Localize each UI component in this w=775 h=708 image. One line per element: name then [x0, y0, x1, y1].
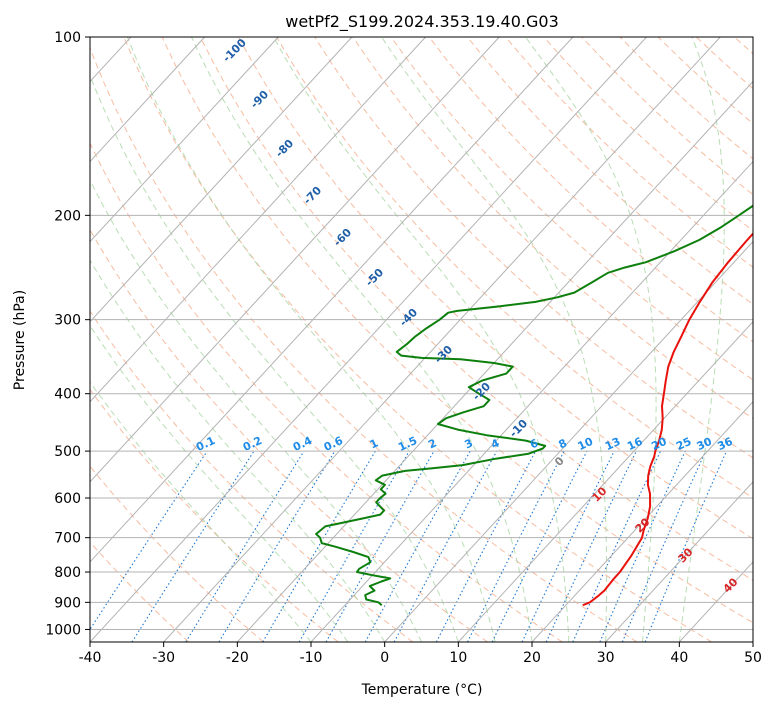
mixing-ratio-label: 10 — [576, 435, 596, 453]
isotherm-line — [531, 401, 753, 642]
mixing-ratio-line — [218, 450, 336, 642]
moist-adiabat — [678, 37, 725, 642]
y-tick-label: 100 — [54, 30, 81, 46]
mixing-ratio-line — [90, 450, 208, 631]
x-axis-ticks: -40 -30 -20 -10 0 10 20 30 40 50 — [79, 642, 762, 666]
y-axis-label: Pressure (hPa) — [12, 290, 28, 390]
plot-frame — [89, 36, 754, 643]
x-tick-label: -40 — [79, 650, 102, 666]
dry-adiabat — [428, 37, 753, 343]
dewpoint-profile — [315, 204, 753, 606]
mixing-ratio-line — [393, 450, 498, 642]
mixing-ratio-line — [467, 450, 565, 642]
moist-adiabat — [126, 37, 496, 642]
x-tick-label: 10 — [449, 650, 467, 666]
y-tick-label: 400 — [54, 387, 81, 403]
y-tick-label: 300 — [54, 313, 81, 329]
mixing-ratio-line — [491, 450, 588, 642]
x-tick-label: -20 — [226, 650, 249, 666]
chart-title: wetPf2_S199.2024.353.19.40.G03 — [285, 12, 559, 32]
isotherm-line — [457, 320, 753, 642]
isotherm-line — [90, 37, 574, 563]
isotherm-line — [90, 37, 279, 243]
mixing-ratio-label: 20 — [649, 435, 669, 453]
y-tick-label: 800 — [54, 565, 81, 581]
dry-adiabat — [90, 228, 488, 642]
y-axis-ticks: 100 200 300 400 500 600 700 800 900 1000 — [45, 30, 90, 638]
dry-adiabat — [276, 37, 753, 499]
mixing-ratio-line — [131, 450, 255, 642]
x-axis-label: Temperature (°C) — [361, 682, 483, 698]
x-tick-label: -10 — [300, 650, 323, 666]
y-tick-label: 500 — [54, 444, 81, 460]
mixing-ratio-label: 25 — [674, 435, 693, 453]
dry-adiabat — [352, 37, 753, 420]
moist-adiabat — [525, 37, 657, 642]
x-tick-label: 0 — [380, 650, 389, 666]
isotherm-line — [605, 481, 753, 642]
profile-series — [315, 204, 753, 607]
dry-adiabat — [123, 37, 712, 642]
mixing-ratio-label: 30 — [695, 435, 715, 453]
dry-adiabat — [90, 142, 563, 642]
moist-adiabat — [381, 37, 608, 642]
gridlines — [0, 37, 753, 642]
dry-adiabat — [90, 541, 190, 642]
moist-adiabat — [90, 74, 459, 642]
mixing-ratio-line — [599, 450, 686, 642]
mixing-ratio-line — [621, 450, 707, 642]
y-tick-label: 200 — [54, 208, 81, 224]
moist-adiabat — [191, 37, 533, 642]
isotherm-line — [90, 37, 353, 323]
x-tick-label: 40 — [670, 650, 688, 666]
isotherm-line — [384, 240, 753, 642]
isotherm-line — [236, 80, 753, 642]
mixing-ratio-label: 36 — [715, 435, 735, 453]
isotherm-line — [310, 160, 753, 642]
isotherm-line — [90, 37, 500, 483]
mixing-ratio-label: 13 — [603, 435, 622, 453]
y-tick-label: 600 — [54, 491, 81, 507]
isotherm-line — [0, 37, 57, 642]
dry-adiabat — [90, 46, 638, 642]
mixing-ratio-line — [364, 450, 471, 642]
y-tick-label: 900 — [54, 595, 81, 611]
isotherm-line — [90, 37, 426, 403]
temperature-profile — [582, 232, 753, 607]
isotherm-line — [752, 641, 753, 642]
isotherm-line — [90, 37, 205, 163]
dry-adiabat — [90, 465, 264, 642]
y-tick-label: 700 — [54, 531, 81, 547]
moist-adiabat — [273, 37, 570, 642]
background-lines — [90, 37, 753, 642]
moist-adiabat — [90, 179, 422, 642]
dry-adiabat — [314, 37, 753, 459]
mixing-ratio-line — [185, 450, 305, 642]
moist-adiabat — [90, 324, 349, 642]
x-tick-label: -30 — [152, 650, 175, 666]
y-tick-label: 1000 — [45, 622, 81, 638]
isotherm-line — [163, 37, 721, 642]
x-tick-label: 20 — [523, 650, 541, 666]
dry-adiabat — [199, 37, 753, 581]
mixing-ratio-label: 16 — [625, 435, 645, 453]
dry-adiabat — [390, 37, 753, 381]
isotherm-line — [90, 37, 647, 642]
dry-adiabat — [161, 37, 753, 624]
x-tick-label: 50 — [744, 650, 762, 666]
x-tick-label: 30 — [597, 650, 615, 666]
